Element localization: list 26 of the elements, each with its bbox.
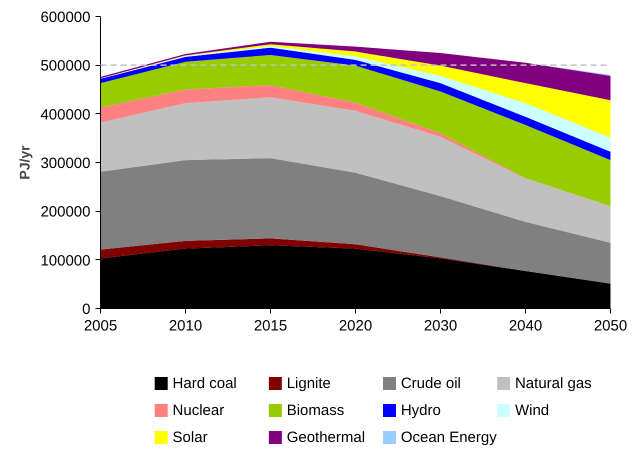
x-tick-label: 2030: [424, 318, 458, 334]
x-tick-label: 2040: [508, 318, 542, 334]
x-tick-label: 2050: [594, 318, 628, 334]
legend-label: Crude oil: [400, 375, 461, 392]
legend-label: Ocean Energy: [400, 429, 498, 446]
y-axis-title: PJ/yr: [16, 144, 32, 180]
legend-label: Solar: [172, 429, 208, 446]
y-tick-label: 100000: [40, 252, 91, 270]
legend-label: Lignite: [286, 375, 331, 392]
x-tick-label: 2010: [168, 318, 202, 334]
legend-label: Nuclear: [172, 402, 224, 419]
legend-label: Geothermal: [286, 429, 366, 446]
legend-label: Wind: [514, 402, 550, 419]
y-tick-label: 400000: [40, 106, 91, 124]
y-tick-label: 200000: [40, 204, 91, 221]
y-tick-label: 300000: [40, 155, 91, 172]
x-tick-label: 2005: [84, 318, 118, 334]
legend-label: Hydro: [400, 402, 441, 419]
x-tick-label: 2020: [338, 318, 372, 334]
y-tick-label: 600000: [40, 9, 91, 26]
y-tick-label: 0: [82, 301, 90, 318]
legend-label: Biomass: [286, 402, 344, 419]
legend-label: Natural gas: [514, 375, 592, 392]
legend-label: Hard coal: [172, 375, 237, 392]
y-tick-label: 500000: [40, 58, 91, 75]
x-tick-label: 2015: [254, 318, 288, 334]
